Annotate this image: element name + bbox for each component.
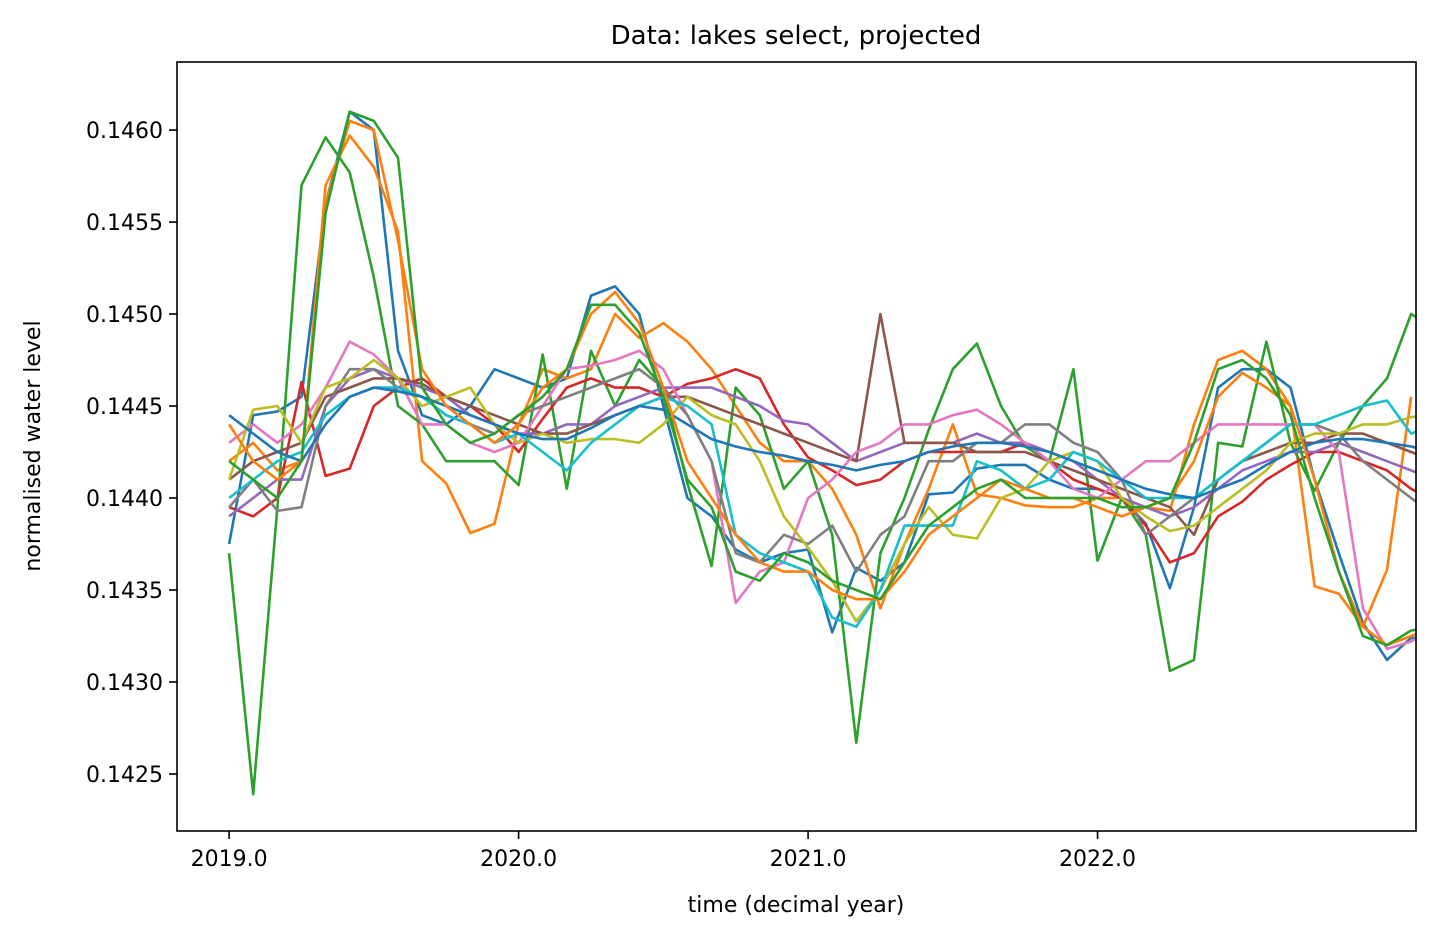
x-tick-label: 2021.0 xyxy=(770,847,847,872)
series-line-13 xyxy=(228,110,1416,647)
y-tick-label: 0.1455 xyxy=(86,211,163,236)
y-tick-label: 0.1450 xyxy=(86,303,163,328)
y-tick-label: 0.1440 xyxy=(86,487,163,512)
y-tick-label: 0.1460 xyxy=(86,119,163,144)
y-axis-label: normalised water level xyxy=(21,320,46,571)
x-tick-label: 2020.0 xyxy=(480,847,557,872)
series-line-2 xyxy=(228,134,1413,629)
y-tick-label: 0.1430 xyxy=(86,671,163,696)
series-line-10 xyxy=(228,386,1416,629)
series-layer xyxy=(227,110,1416,796)
y-axis: 0.1425 0.1430 0.1435 0.1440 0.1445 0.1450 0.14… xyxy=(86,119,177,788)
x-tick-label: 2019.0 xyxy=(191,847,268,872)
series-line-12 xyxy=(228,119,1416,647)
y-tick-label: 0.1435 xyxy=(86,579,163,604)
series-line-3 xyxy=(227,136,1416,796)
series-line-6 xyxy=(228,312,1416,537)
series-line-11 xyxy=(228,386,1416,500)
x-axis-label: time (decimal year) xyxy=(688,893,905,918)
series-line-7 xyxy=(228,340,1416,651)
x-tick-label: 2022.0 xyxy=(1059,847,1136,872)
y-tick-label: 0.1445 xyxy=(86,395,163,420)
plot-frame xyxy=(176,61,1417,832)
series-line-5 xyxy=(228,367,1416,518)
x-axis: 2019.0 2020.0 2021.0 2022.0 xyxy=(191,831,1136,872)
y-tick-label: 0.1425 xyxy=(86,763,163,788)
chart-title: Data: lakes select, projected xyxy=(611,21,982,51)
